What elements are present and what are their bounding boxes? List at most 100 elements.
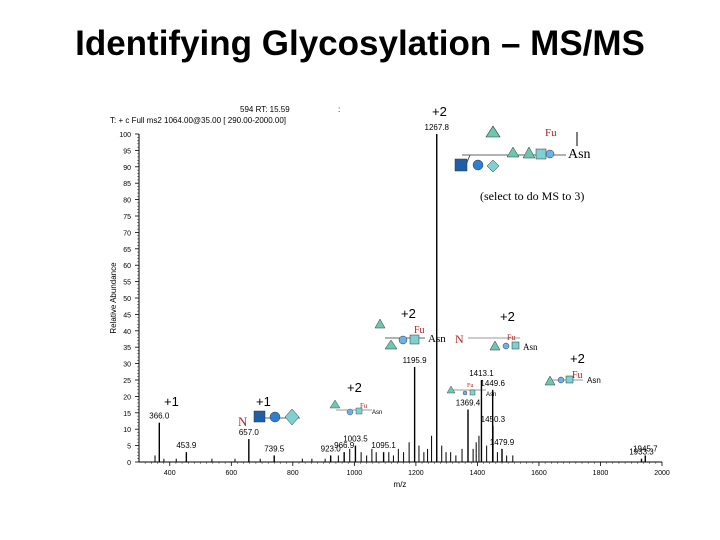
peak-label: 366.0 [149,412,170,421]
asn-label: Asn [486,392,496,398]
triangle-icon [446,385,456,394]
peak-label: 923.0 [321,444,342,453]
peak-label: 453.9 [176,441,197,450]
square-icon [535,148,547,160]
peak-label: 739.5 [264,444,285,453]
y-tick-label: 20 [123,394,131,401]
y-tick-label: 95 [123,148,131,155]
peak-label: 1450.3 [481,415,506,424]
y-tick-label: 5 [127,444,131,451]
fucose-triangle-icon [485,125,501,138]
y-tick-label: 0 [127,460,131,467]
filter-info: T: + c Full ms2 1064.00@35.00 [ 290.00-2… [110,116,287,125]
y-tick-label: 55 [123,280,131,287]
charge-label: +1 [256,394,271,409]
fu-label: Fu [572,370,583,381]
x-axis-label: m/z [394,480,407,489]
glycan-structure-low: +1 +1 N Fu Asn [164,394,382,429]
y-tick-label: 60 [123,263,131,270]
y-tick-label: 100 [119,132,131,139]
slide-title: Identifying Glycosylation – MS/MS [75,24,645,63]
sialic-diamond-icon [486,159,500,173]
mannose-circle-icon [472,159,484,171]
x-tick-label: 400 [164,470,176,477]
axes: 0 5 10 15 20 25 30 35 40 45 50 55 60 65 70 75 80 85 90 95 10… [119,132,670,477]
square-icon [469,389,476,396]
mannose-circle-icon [269,411,281,423]
y-tick-label: 35 [123,345,131,352]
asn-label: Asn [372,410,382,416]
triangle-icon [544,375,556,386]
header-separator: : [338,105,341,114]
circle-icon [545,149,555,159]
peak-label: 1413.1 [469,369,494,378]
glycan-structure-1369: +2 Fu Asn [347,380,496,398]
peak-label: 1369.4 [456,399,481,408]
x-tick-label: 2000 [654,470,670,477]
x-tick-label: 1200 [408,470,424,477]
glycan-structure-n: +2 N Fu Asn [455,309,538,352]
fu-label: Fu [360,402,368,410]
x-tick-label: 800 [287,470,299,477]
peak-label: 1267.8 [425,123,450,132]
circle-icon [462,390,468,396]
square-icon [355,407,363,415]
fu-label: Fu [545,127,557,139]
glycan-structure-1195: +2 Fu Asn [374,306,446,350]
peak-label: 1003.5 [343,435,368,444]
y-tick-label: 30 [123,362,131,369]
peak-label: 1945.7 [633,444,658,453]
asn-label: Asn [428,333,446,345]
x-tick-label: 1600 [531,470,547,477]
square-icon [409,334,420,345]
scan-info: 594 RT: 15.59 [240,105,290,114]
y-tick-label: 75 [123,214,131,221]
y-tick-label: 50 [123,296,131,303]
y-tick-label: 25 [123,378,131,385]
y-tick-label: 45 [123,312,131,319]
asn-label: Asn [587,376,601,385]
circle-icon [502,342,510,350]
sialic-diamond-icon [284,408,300,426]
square-icon [511,341,520,350]
circle-icon [557,376,565,384]
circle-icon [346,408,354,416]
peak-label: 1449.6 [480,379,505,388]
n-label: N [455,332,464,346]
n-label: N [238,414,248,429]
peak-label: 1095.1 [371,441,396,450]
triangle-icon [522,146,536,159]
fu-label: Fu [414,325,425,336]
circle-icon [398,335,408,345]
triangle-icon [384,339,398,350]
y-tick-label: 80 [123,198,131,205]
y-tick-label: 85 [123,181,131,188]
peak-label: 966.9 [334,441,355,450]
triangle-icon [506,146,520,158]
charge-label: +1 [164,394,179,409]
triangle-icon [489,340,501,351]
glycan-structure-1449: +2 Fu Asn [544,351,601,386]
x-tick-label: 600 [225,470,237,477]
charge-label: +2 [347,380,362,395]
peaks [154,134,646,462]
square-icon [565,375,574,384]
peak-label: 1195.9 [403,356,427,365]
x-tick-label: 1000 [347,470,363,477]
x-tick-label: 1800 [593,470,609,477]
charge-label: +2 [432,104,447,119]
y-tick-label: 10 [123,427,131,434]
ms3-note: (select to do MS to 3) [480,189,584,203]
y-tick-label: 65 [123,247,131,254]
y-tick-label: 90 [123,165,131,172]
glcnac-square-icon [253,410,266,423]
glcnac-square-icon [454,158,468,172]
charge-label: +2 [401,306,416,321]
glycan-structure-1267: +2 Fu Asn (select to do MS to 3) [432,104,591,203]
peak-label: 657.0 [239,428,260,437]
y-tick-label: 15 [123,411,131,418]
x-tick-label: 1400 [470,470,486,477]
triangle-icon [329,399,341,409]
asn-label: Asn [568,147,591,162]
